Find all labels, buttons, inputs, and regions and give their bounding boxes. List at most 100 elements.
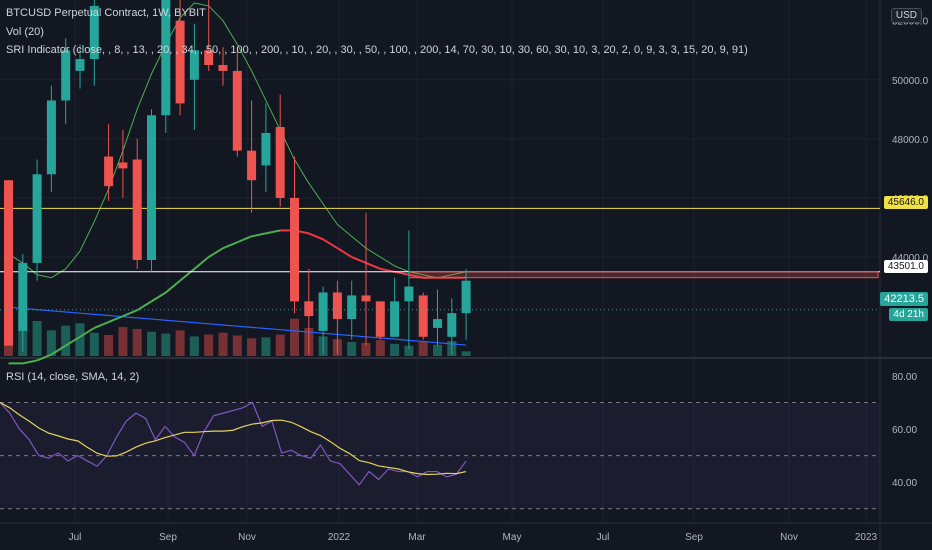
rsi-ma-line — [0, 401, 467, 476]
candle-body — [332, 292, 342, 320]
ma-trend-segment — [165, 279, 181, 294]
candle-body — [104, 156, 114, 187]
yellow-level-badge: 45646.0 — [883, 196, 928, 209]
volume-bar — [347, 342, 357, 356]
candle-body — [75, 59, 85, 71]
candle-body — [118, 162, 128, 169]
ma-trend-segment — [322, 238, 338, 250]
candle-body — [347, 295, 357, 320]
candle-body — [4, 180, 13, 346]
ma-trend-segment — [22, 359, 38, 365]
ma-trend-segment — [150, 291, 167, 303]
price-tick-label: 48000.0 — [892, 135, 929, 146]
volume-bar — [147, 331, 156, 356]
candle-body — [46, 100, 56, 175]
rsi-legend: RSI (14, close, SMA, 14, 2) — [6, 371, 140, 383]
ma-trend-segment — [122, 309, 138, 318]
price-tick-label: 50000.0 — [892, 76, 929, 87]
candle-body — [375, 301, 385, 337]
price-tick-label: 44000.0 — [892, 253, 929, 264]
ma-trend-segment — [251, 232, 267, 238]
candle-body — [18, 262, 28, 331]
ma-trend-segment — [36, 353, 52, 362]
ma-trend-segment — [93, 321, 109, 329]
rsi-tick-label: 40.00 — [892, 478, 917, 489]
candle-body — [275, 127, 285, 198]
volume-bar — [218, 332, 228, 356]
candle-body — [161, 0, 171, 116]
volume-bar — [32, 321, 42, 356]
candle-body — [261, 132, 271, 166]
volume-bar — [204, 334, 214, 356]
ma-trend-segment — [365, 262, 381, 270]
candle-body — [418, 295, 428, 337]
symbol-legend: BTCUSD Perpetual Contract, 1W, BYBIT — [6, 7, 206, 19]
volume-bar — [75, 323, 85, 356]
rsi-tick-label: 80.00 — [892, 372, 917, 383]
volume-bar — [247, 338, 257, 356]
current-price-badge: 42213.5 — [880, 292, 928, 306]
candle-body — [390, 301, 400, 337]
ma-trend-segment — [265, 229, 281, 235]
rsi-line — [0, 401, 467, 486]
time-axis-label: Sep — [685, 532, 703, 543]
volume-bar — [275, 334, 285, 356]
volume-bar — [261, 337, 271, 356]
candle-body — [61, 50, 71, 101]
time-axis-label: Nov — [238, 532, 256, 543]
ma-blue-line — [8, 306, 467, 346]
candle-body — [204, 50, 214, 65]
ma-trend-segment — [50, 344, 67, 356]
ma-trend-segment — [394, 270, 410, 276]
ma-trend-segment — [108, 315, 124, 323]
candle-body — [404, 286, 414, 302]
countdown-badge: 4d 21h — [889, 308, 928, 321]
ma-trend-segment — [193, 256, 210, 270]
volume-bar — [290, 318, 299, 356]
time-axis-label: Jul — [597, 532, 610, 543]
volume-bar — [375, 340, 385, 356]
currency-button[interactable]: USD — [890, 8, 922, 23]
volume-bar — [461, 351, 471, 356]
volume-bar — [61, 325, 71, 356]
volume-legend: Vol (20) — [6, 26, 44, 38]
candle-body — [318, 292, 328, 331]
volume-bar — [232, 335, 242, 356]
ma-trend-segment — [236, 235, 252, 244]
rsi-tick-label: 60.00 — [892, 425, 917, 436]
candle-body — [290, 197, 299, 302]
time-axis-label: May — [503, 532, 522, 543]
sri-indicator-legend: SRI Indicator (close, , 8, , 13, , 20, ,… — [6, 44, 748, 56]
ma-trend-segment — [136, 300, 153, 312]
ma-trend-segment — [65, 335, 81, 347]
candle-body — [147, 115, 156, 260]
candle-body — [175, 20, 185, 104]
time-axis-label: Nov — [780, 532, 798, 543]
ma-trend-segment — [179, 268, 196, 282]
time-axis-label: Sep — [159, 532, 177, 543]
ma-trend-segment — [336, 247, 353, 258]
ma-trend-segment — [308, 232, 324, 241]
candle-body — [132, 159, 142, 260]
volume-bar — [118, 327, 128, 356]
time-axis-label: 2023 — [855, 532, 878, 543]
candle-body — [232, 70, 242, 151]
volume-bar — [46, 330, 56, 356]
volume-bar — [161, 333, 171, 356]
candle-body — [89, 5, 99, 60]
ma-trend-segment — [208, 247, 224, 258]
volume-bar — [390, 343, 400, 356]
time-axis-label: 2022 — [328, 532, 351, 543]
time-axis-label: Mar — [408, 532, 426, 543]
resistance-zone — [408, 271, 879, 279]
ma-thin-green-line — [8, 2, 467, 279]
candle-body — [189, 50, 199, 80]
volume-bar — [89, 332, 99, 356]
white-level-badge: 43501.0 — [883, 260, 928, 273]
volume-bar — [404, 345, 414, 356]
candle-body — [361, 295, 371, 302]
candle-body — [247, 150, 257, 181]
volume-bar — [175, 330, 185, 356]
volume-bar — [189, 336, 199, 356]
